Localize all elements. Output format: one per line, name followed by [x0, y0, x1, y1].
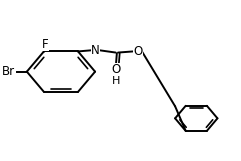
- Text: F: F: [42, 38, 48, 51]
- Text: O: O: [134, 45, 143, 58]
- Text: O: O: [111, 63, 120, 76]
- Text: N: N: [91, 44, 100, 57]
- Text: Br: Br: [2, 65, 15, 78]
- Text: H: H: [112, 76, 120, 86]
